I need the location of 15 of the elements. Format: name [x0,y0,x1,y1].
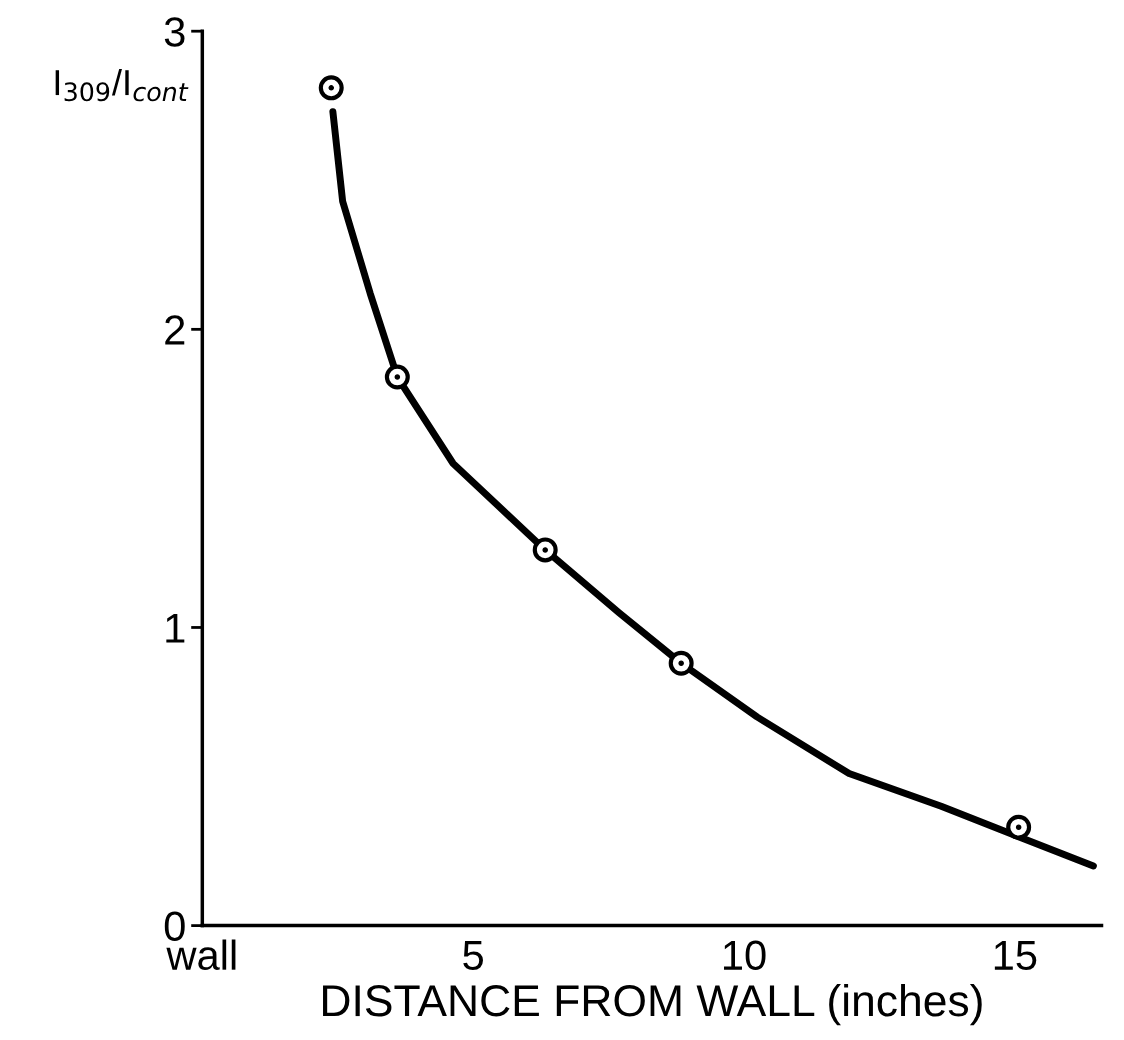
y-tick-label: 1 [166,613,185,643]
x-tick-label: 15 [994,941,1037,971]
x-tick-label: 10 [724,940,766,971]
x-axis-title: DISTANCE FROM WALL (inches) [323,983,982,1026]
y-tick-label: 0 [164,911,185,942]
x-tick-label: 5 [463,941,483,971]
point [318,75,344,101]
point [384,364,410,390]
y-tick-label: 2 [165,315,185,345]
x-tick-label: wall [166,939,236,971]
point [532,537,558,563]
y-tick-label: 3 [164,17,185,47]
y-axis-title: I$_{309}$/I$_{cont}$ [55,68,189,102]
point [1006,814,1032,840]
point [668,650,694,676]
